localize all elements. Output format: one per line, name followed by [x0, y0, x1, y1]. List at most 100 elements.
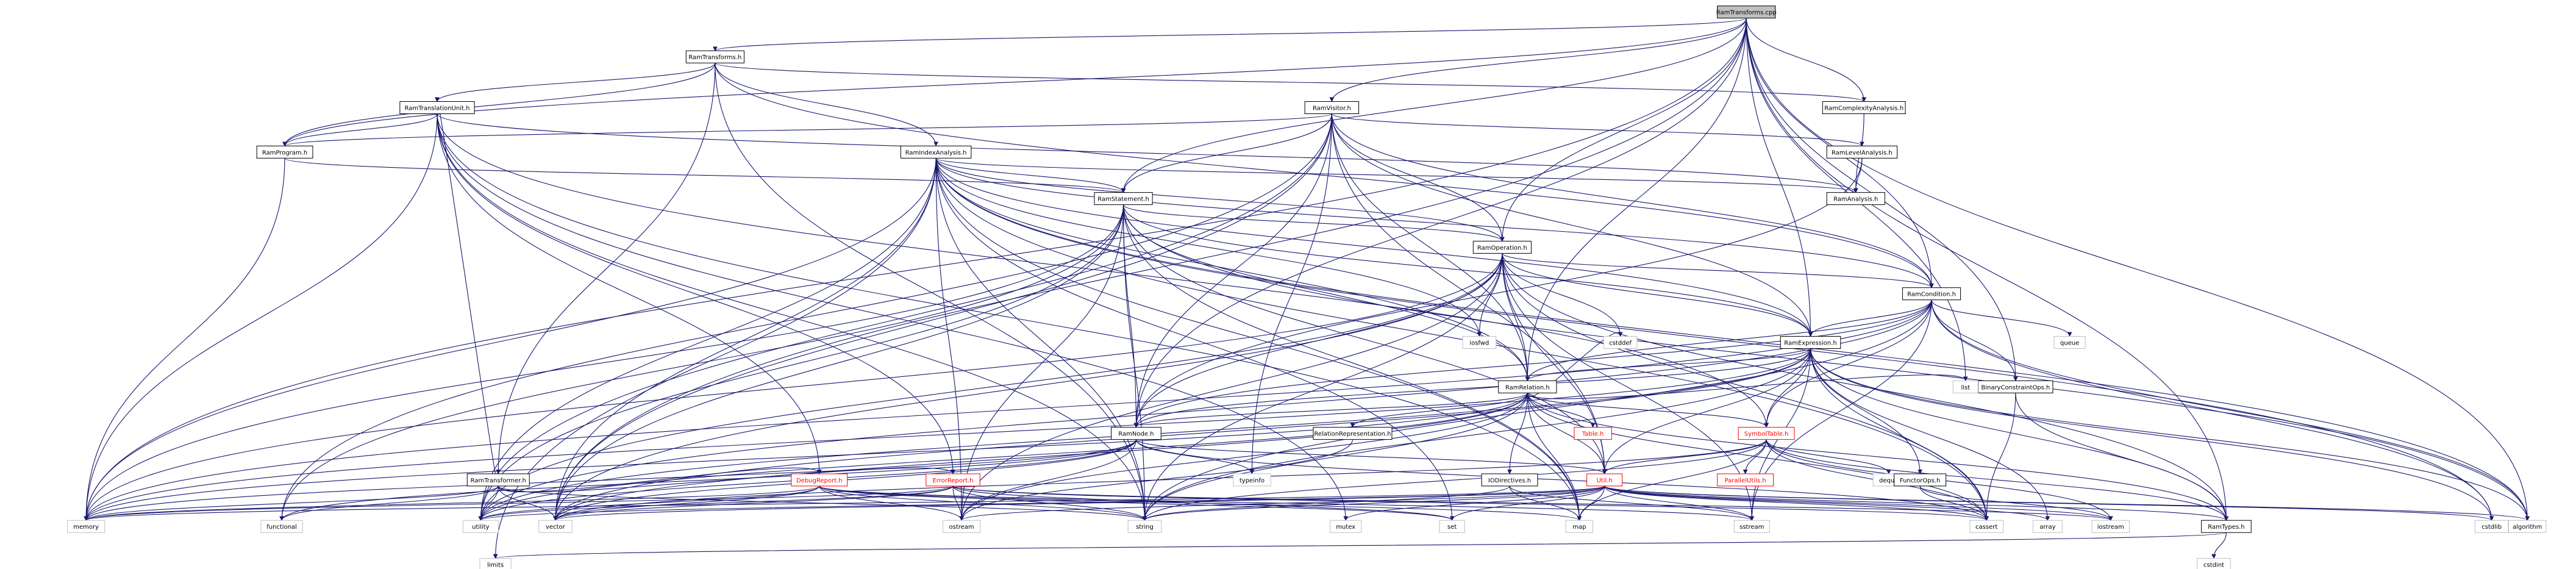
node-box	[1472, 240, 1532, 254]
edge-ramtranslationunit-h-to-errorreport-h	[437, 113, 955, 474]
node-box	[926, 473, 980, 487]
edge-errorreport-h-to-utility	[478, 485, 954, 521]
node-box	[538, 520, 573, 533]
node-label: functional	[266, 524, 297, 531]
node-ramstatement-h[interactable]: RamStatement.h	[1094, 192, 1153, 206]
edge-ramindexanalysis-h-to-iosfwd	[935, 158, 1482, 337]
node-box	[900, 145, 972, 159]
node-label: BinaryConstraintOps.h	[1981, 384, 2050, 391]
node-label: RamVisitor.h	[1313, 105, 1351, 112]
node-box	[2053, 335, 2086, 349]
node-parallelutils-h[interactable]: ParallelUtils.h	[1717, 473, 1774, 487]
edge-ramstatement-h-to-map	[1122, 204, 1582, 521]
node-ramtranslationunit-h[interactable]: RamTranslationUnit.h	[399, 101, 475, 114]
node-box	[1094, 192, 1153, 206]
node-errorreport-h[interactable]: ErrorReport.h	[926, 473, 980, 487]
edge-ramvisitor-h-to-ramnode-h	[1133, 113, 1332, 428]
node-box	[1969, 520, 2003, 533]
node-util-h[interactable]: Util.h	[1586, 473, 1623, 487]
edge-ramindexanalysis-h-to-utility	[478, 158, 937, 521]
edge-ramexpression-h-to-ramnode-h	[1133, 348, 1811, 428]
edge-ramtranslationunit-h-to-debugreport-h	[437, 113, 822, 474]
edge-ramtransforms-cpp-to-ramnode-h	[1133, 18, 1747, 428]
edge-ramstatement-h-to-vector	[553, 204, 1124, 521]
node-ramprogram-h[interactable]: RamProgram.h	[256, 145, 313, 159]
node-relationrepresentation-h[interactable]: RelationRepresentation.h	[1313, 427, 1393, 440]
node-box	[1127, 520, 1162, 533]
node-ramtransformer-h[interactable]: RamTransformer.h	[466, 473, 530, 487]
node-box	[1717, 5, 1776, 19]
node-label: cassert	[1975, 524, 1997, 531]
edge-ramcondition-h-to-memory	[84, 299, 1932, 521]
node-iodirectives-h[interactable]: IODirectives.h	[1481, 473, 1538, 487]
node-box	[462, 520, 499, 533]
edge-ramstatement-h-to-algorithm	[1122, 204, 2530, 521]
node-label: iostream	[2097, 524, 2124, 531]
node-label: RamNode.h	[1118, 431, 1154, 438]
node-ramtypes-h[interactable]: RamTypes.h	[2201, 520, 2252, 533]
node-ramcondition-h[interactable]: RamCondition.h	[1902, 287, 1961, 301]
edge-ramoperation-h-to-util-h	[1502, 253, 1607, 474]
node-label: list	[1961, 384, 1970, 391]
node-label: cstddef	[1609, 340, 1632, 346]
edge-symboltable-h-to-ramtypes-h	[1766, 439, 2229, 521]
node-box	[1304, 101, 1360, 114]
edge-debugreport-h-to-vector	[553, 485, 820, 521]
node-box	[2091, 520, 2130, 533]
edge-ramindexanalysis-h-to-ostream	[935, 158, 964, 521]
edge-ramvisitor-h-to-ramstatement-h	[1121, 113, 1332, 193]
edge-ramtransforms-h-to-ramtransformer-h	[496, 63, 716, 474]
node-symboltable-h[interactable]: SymbolTable.h	[1738, 427, 1795, 440]
node-table-h[interactable]: Table.h	[1574, 427, 1612, 440]
edge-ramtransformer-h-to-functional	[279, 485, 499, 521]
edge-ramstatement-h-to-ramexpression-h	[1122, 204, 1813, 337]
edge-ramoperation-h-to-ostream	[959, 253, 1503, 521]
node-ramnode-h[interactable]: RamNode.h	[1111, 427, 1161, 440]
node-label: RamAnalysis.h	[1833, 196, 1878, 203]
edge-ramindexanalysis-h-to-memory	[84, 158, 937, 521]
edge-ramtransformer-h-to-utility	[478, 485, 499, 521]
node-ramlevelanalysis-h[interactable]: RamLevelAnalysis.h	[1826, 145, 1898, 159]
edge-ramindexanalysis-h-to-algorithm	[935, 158, 2530, 521]
node-cstdlib: cstdlib	[2474, 520, 2509, 533]
edge-ramcondition-h-to-ramnode-h	[1133, 299, 1932, 428]
edge-ramindexanalysis-h-to-ramstatement-h	[935, 158, 1126, 193]
node-binaryconstraintops-h[interactable]: BinaryConstraintOps.h	[1978, 380, 2053, 393]
edge-ramoperation-h-to-vector	[553, 253, 1503, 521]
edge-ramindexanalysis-h-to-cassert	[935, 158, 1989, 521]
node-label: queue	[2060, 340, 2079, 346]
edge-util-h-to-string	[1142, 485, 1605, 521]
node-box	[399, 101, 475, 114]
edge-ramexpression-h-to-cassert	[1810, 348, 1989, 521]
node-functorops-h[interactable]: FunctorOps.h	[1894, 473, 1947, 487]
node-box	[1574, 427, 1612, 440]
edge-ramprogram-h-to-ramstatement-h	[284, 157, 1126, 193]
node-debugreport-h[interactable]: DebugReport.h	[791, 473, 848, 487]
node-ramanalysis-h[interactable]: RamAnalysis.h	[1826, 192, 1885, 206]
edge-util-h-to-sstream	[1604, 485, 1755, 521]
edge-util-h-to-cstdlib	[1604, 485, 2494, 521]
node-ramoperation-h[interactable]: RamOperation.h	[1472, 240, 1532, 254]
edge-ramcondition-h-to-algorithm	[1931, 299, 2530, 521]
node-box	[1565, 520, 1594, 533]
node-label: RamIndexAnalysis.h	[905, 149, 967, 156]
edge-ramtranslationunit-h-to-memory	[84, 113, 438, 521]
edge-ramindexanalysis-h-to-cstdlib	[935, 158, 2494, 521]
node-label: limits	[487, 562, 504, 569]
node-ramvisitor-h[interactable]: RamVisitor.h	[1304, 101, 1360, 114]
node-label: RamTypes.h	[2208, 524, 2244, 531]
node-ramexpression-h[interactable]: RamExpression.h	[1780, 335, 1841, 349]
node-ramcomplexityanalysis-h[interactable]: RamComplexityAnalysis.h	[1822, 101, 1906, 114]
node-ramindexanalysis-h[interactable]: RamIndexAnalysis.h	[900, 145, 972, 159]
edge-ramtransforms-h-to-ramtranslationunit-h	[435, 63, 716, 102]
edge-ramtransforms-cpp-to-vector	[553, 18, 1747, 521]
node-typeinfo: typeinfo	[1233, 473, 1271, 487]
node-utility: utility	[462, 520, 499, 533]
edge-ramcondition-h-to-ramexpression-h	[1808, 299, 1932, 337]
node-ramtransforms-h[interactable]: RamTransforms.h	[685, 50, 744, 63]
node-ramtransforms-cpp[interactable]: RamTransforms.cpp	[1716, 5, 1777, 19]
node-ramrelation-h[interactable]: RamRelation.h	[1498, 380, 1557, 393]
edge-util-h-to-cassert	[1604, 485, 1989, 521]
node-string: string	[1127, 520, 1162, 533]
node-label: IODirectives.h	[1488, 478, 1531, 484]
